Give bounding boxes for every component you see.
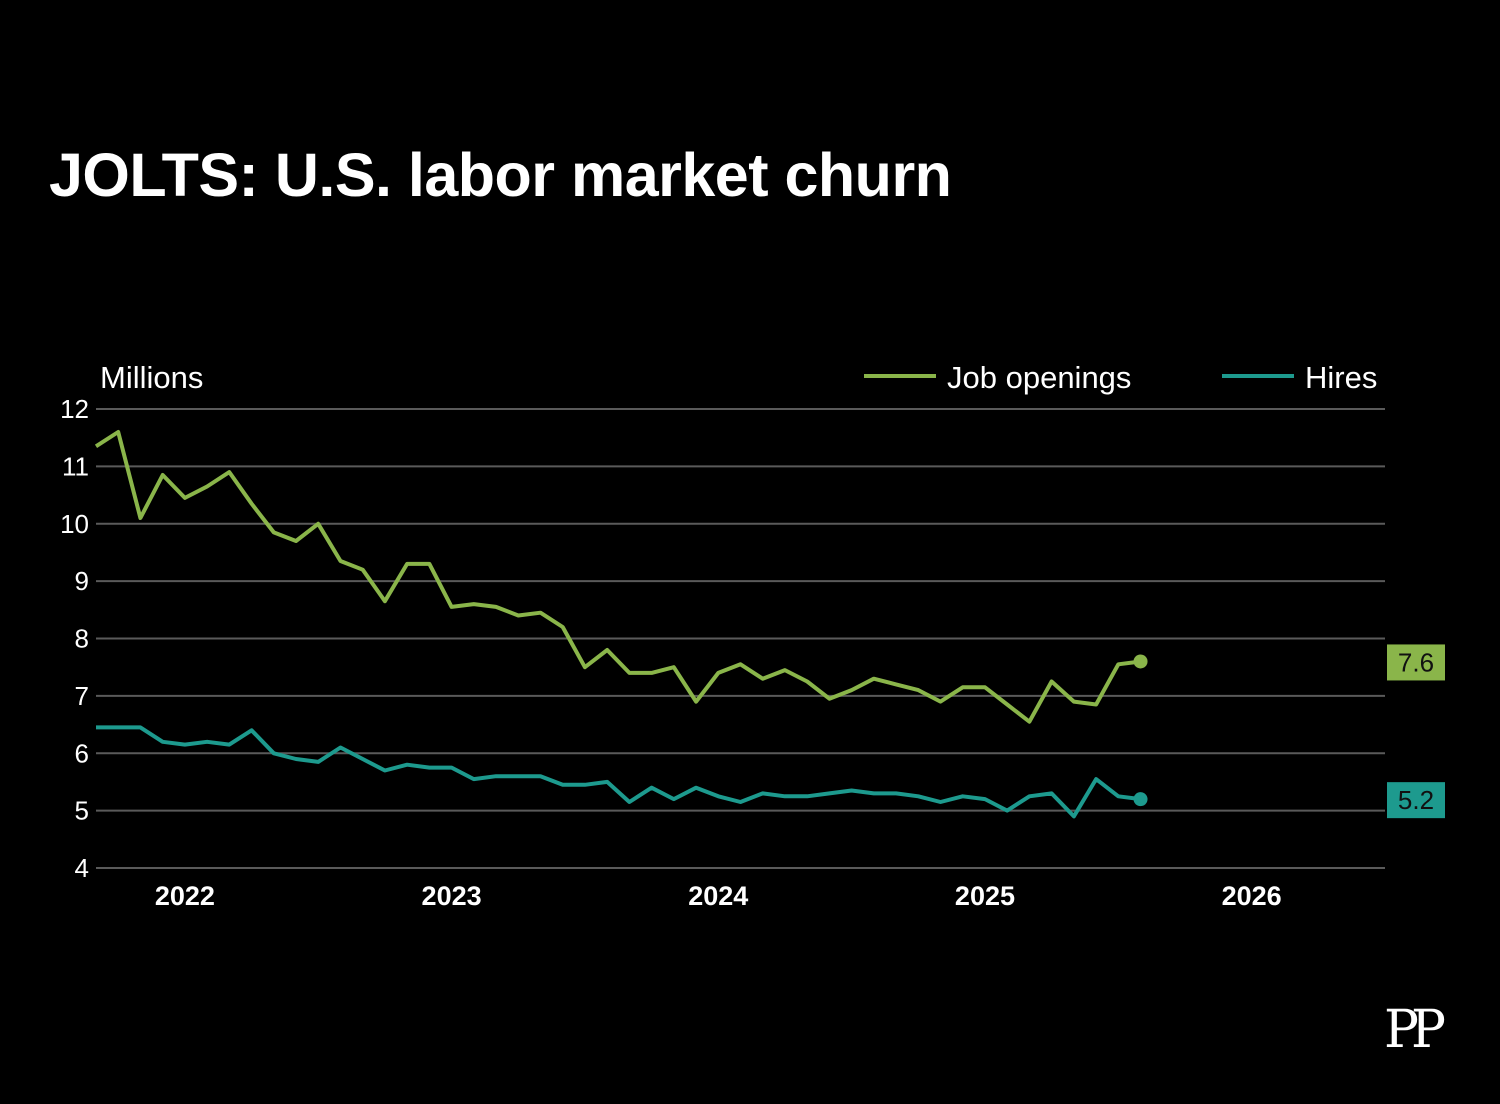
x-tick-label: 2022 [155, 881, 215, 911]
y-tick-label: 5 [75, 796, 89, 826]
legend-entry: Hires [1305, 360, 1377, 395]
y-axis-unit-label: Millions [100, 360, 203, 395]
end-value-labels: 7.6 5.2 [1387, 644, 1445, 819]
y-tick-label: 12 [60, 394, 89, 424]
y-tick-label: 7 [75, 681, 89, 711]
end-label-box [1387, 644, 1445, 681]
y-tick-label: 9 [75, 566, 89, 596]
chart-title: JOLTS: U.S. labor market churn [49, 141, 952, 209]
y-tick-label: 8 [75, 624, 89, 654]
y-tick-label: 6 [75, 738, 89, 768]
x-tick-label: 2025 [955, 881, 1015, 911]
brand-logo: PP [1384, 1000, 1446, 1060]
end-value-label: 7.6 [1398, 647, 1434, 677]
y-tick-label: 10 [60, 509, 89, 539]
series-line [96, 725, 1141, 819]
legend: Job openings Hires [864, 360, 1377, 395]
x-tick-label: 2026 [1222, 881, 1282, 911]
series-lines [94, 430, 1148, 819]
end-value-label: 5.2 [1398, 785, 1434, 815]
gridlines [96, 408, 1385, 869]
x-axis-ticks: 2022 2023 2024 2025 2026 [155, 881, 1282, 911]
series-end-point [1133, 654, 1148, 669]
y-axis-ticks: 4 5 6 7 8 9 10 11 12 [60, 394, 89, 883]
legend-entry: Job openings [947, 360, 1131, 395]
y-tick-label: 11 [62, 451, 89, 481]
end-label-box [1387, 782, 1445, 819]
series-end-point [1133, 792, 1148, 807]
series-line [94, 430, 1141, 724]
y-tick-label: 4 [75, 853, 89, 883]
x-tick-label: 2024 [688, 881, 748, 911]
x-tick-label: 2023 [422, 881, 482, 911]
